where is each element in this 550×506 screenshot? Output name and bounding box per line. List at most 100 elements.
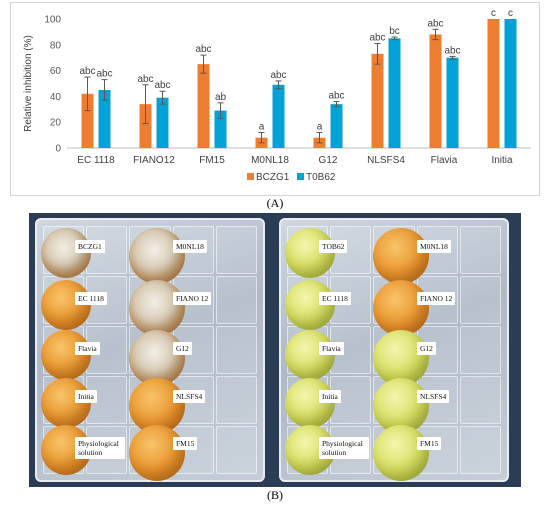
grape-berry — [285, 330, 335, 380]
x-tick-label: NLSFS4 — [367, 155, 405, 166]
legend-label-t0b62: T0B62 — [306, 172, 336, 183]
sample-label: TOB62 — [319, 240, 348, 253]
sample-label: Initia — [319, 390, 341, 403]
sample-label: Flavia — [75, 342, 100, 355]
sample-label: EC 1118 — [319, 292, 351, 305]
significance-letter: a — [317, 122, 323, 133]
grape-berry — [373, 228, 429, 284]
bar-bczg1 — [197, 64, 210, 148]
sample-label: Flavia — [319, 342, 344, 355]
significance-letter: abc — [154, 80, 170, 91]
y-tick-label: 0 — [55, 144, 61, 155]
sample-label: BCZG1 — [75, 240, 105, 253]
grape-berry — [373, 425, 429, 481]
photo-panel-b: BCZG1 M0NL18 EC 1118 FIANO 12 Flavia G12 Initi… — [29, 213, 521, 487]
grape-berry — [373, 378, 429, 434]
y-axis-label: Relative inhibition (%) — [23, 35, 34, 132]
grape-berry — [41, 378, 91, 428]
grape-berry — [41, 280, 91, 330]
grape-berry — [285, 280, 335, 330]
grape-berry — [373, 330, 429, 386]
grape-berry — [129, 228, 185, 284]
bar-t0b62 — [98, 89, 111, 148]
grape-berry — [129, 425, 185, 481]
y-tick-label: 40 — [50, 92, 62, 103]
sample-label: Initia — [75, 390, 97, 403]
sample-label: FM15 — [173, 437, 198, 450]
sample-label: G12 — [417, 342, 436, 355]
bar-bczg1 — [487, 19, 500, 148]
panel-label-a: (A) — [266, 196, 284, 210]
tray-cell — [459, 276, 501, 324]
significance-letter: bc — [389, 26, 400, 37]
sample-label: FIANO 12 — [173, 292, 212, 305]
grape-berry — [285, 378, 335, 428]
x-tick-label: Initia — [491, 155, 513, 166]
x-tick-label: EC 1118 — [77, 155, 115, 166]
significance-letter: abc — [369, 33, 385, 44]
sample-label: NLSFS4 — [417, 390, 450, 403]
significance-letter: c — [491, 8, 496, 19]
significance-letter: c — [508, 8, 513, 19]
grape-berry — [41, 228, 91, 278]
significance-letter: abc — [270, 70, 286, 81]
sample-label: Physiological solution — [75, 437, 125, 459]
grape-berry — [373, 280, 429, 336]
x-tick-label: FIANO12 — [133, 155, 175, 166]
significance-letter: abc — [137, 74, 153, 85]
tray-cell — [459, 326, 501, 374]
significance-letter: a — [259, 122, 265, 133]
bar-bczg1 — [139, 104, 152, 148]
tray-cell — [215, 376, 257, 424]
bar-t0b62 — [156, 97, 169, 148]
bar-bczg1 — [81, 93, 94, 148]
y-tick-label: 20 — [50, 118, 62, 129]
y-tick-label: 60 — [50, 66, 62, 77]
x-tick-label: M0NL18 — [251, 155, 289, 166]
panel-label-b: (B) — [267, 488, 283, 502]
significance-letter: abc — [328, 91, 344, 102]
legend-swatch-t0b62 — [297, 173, 304, 180]
sample-label: NLSFS4 — [173, 390, 206, 403]
tray-cell — [215, 226, 257, 274]
significance-letter: abc — [79, 66, 95, 77]
bar-t0b62 — [272, 84, 285, 148]
x-tick-label: G12 — [319, 155, 338, 166]
grape-berry — [129, 378, 185, 434]
bar-bczg1 — [429, 34, 442, 149]
significance-letter: abc — [444, 45, 460, 56]
sample-label: FIANO 12 — [417, 292, 456, 305]
grape-berry — [129, 330, 185, 386]
grape-berry — [285, 228, 335, 278]
tray-cell — [459, 426, 501, 474]
tray-left: BCZG1 M0NL18 EC 1118 FIANO 12 Flavia G12 Initi… — [35, 218, 265, 482]
x-tick-label: Flavia — [431, 155, 458, 166]
significance-letter: abc — [427, 18, 443, 29]
significance-letter: abc — [195, 44, 211, 55]
significance-letter: ab — [215, 92, 227, 103]
sample-label: M0NL18 — [417, 240, 451, 253]
bar-bczg1 — [371, 53, 384, 148]
significance-letter: abc — [96, 69, 112, 80]
tray-cell — [215, 326, 257, 374]
y-tick-label: 100 — [44, 15, 61, 26]
legend-label-bczg1: BCZG1 — [256, 172, 290, 183]
bar-t0b62 — [330, 104, 343, 148]
tray-cell — [459, 376, 501, 424]
sample-label: G12 — [173, 342, 192, 355]
y-tick-label: 80 — [50, 40, 62, 51]
tray-cell — [459, 226, 501, 274]
tray-cell — [215, 426, 257, 474]
bar-t0b62 — [388, 38, 401, 148]
tray-cell — [215, 276, 257, 324]
tray-cell — [86, 226, 128, 274]
sample-label: Physiological solution — [319, 437, 369, 459]
bar-t0b62 — [504, 19, 517, 148]
grape-berry — [41, 330, 91, 380]
sample-label: EC 1118 — [75, 292, 107, 305]
sample-label: M0NL18 — [173, 240, 207, 253]
chart-panel-a: 0 20 40 60 80 100 Relative inhibition (%) abc ab… — [10, 2, 540, 196]
sample-label: FM15 — [417, 437, 442, 450]
legend-swatch-bczg1 — [247, 173, 254, 180]
